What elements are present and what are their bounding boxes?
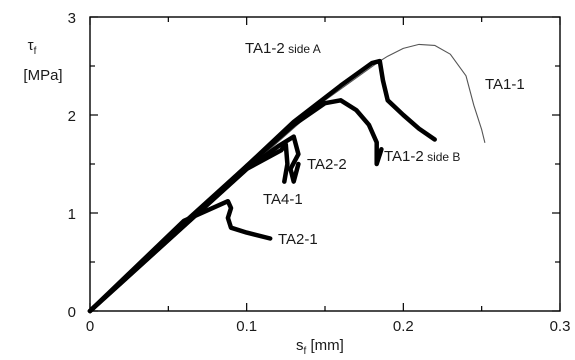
- series-lines: [87, 43, 486, 314]
- y-axis-symbol: τ: [28, 37, 34, 54]
- series-line-ta1-2-side-b: [87, 98, 384, 314]
- label-ta1-2-side-a: TA1-2 side A: [245, 40, 321, 57]
- label-ta1-1: TA1-1: [485, 76, 525, 93]
- series-line-ta1-1: [89, 43, 486, 312]
- x-tick-label-2: 0.2: [393, 318, 414, 335]
- series-line-ta4-1: [87, 142, 290, 314]
- x-tick-label-0: 0: [86, 318, 94, 335]
- y-tick-label-2: 2: [68, 108, 76, 125]
- x-tick-label-1: 0.1: [236, 318, 257, 335]
- series-line-ta1-2-side-a: [87, 58, 437, 314]
- y-tick-label-0: 0: [68, 304, 76, 321]
- x-axis-unit: [mm]: [306, 337, 344, 354]
- y-tick-label-1: 1: [68, 206, 76, 223]
- series-labels: TA1-2 side A TA1-1 TA1-2 side B TA2-2 TA4-1 T…: [245, 40, 525, 248]
- x-axis-label: sf [mm]: [296, 337, 344, 357]
- y-tick-label-3: 3: [68, 10, 76, 27]
- y-axis-label: τf: [28, 37, 37, 57]
- tick-labels: 0 1 2 3 0 0.1 0.2 0.3: [68, 10, 571, 335]
- y-axis-unit: [MPa]: [23, 67, 62, 84]
- label-ta4-1: TA4-1: [263, 191, 303, 208]
- series-line-ta2-1: [87, 198, 273, 314]
- label-ta1-2-side-b: TA1-2 side B: [384, 148, 460, 165]
- axis-ticks: [89, 16, 561, 312]
- y-axis-subscript: f: [34, 46, 37, 57]
- label-ta2-2: TA2-2: [307, 156, 347, 173]
- x-tick-label-3: 0.3: [550, 318, 571, 335]
- label-ta2-1: TA2-1: [278, 231, 318, 248]
- x-axis-symbol: s: [296, 337, 304, 354]
- x-axis-subscript: f: [304, 346, 307, 357]
